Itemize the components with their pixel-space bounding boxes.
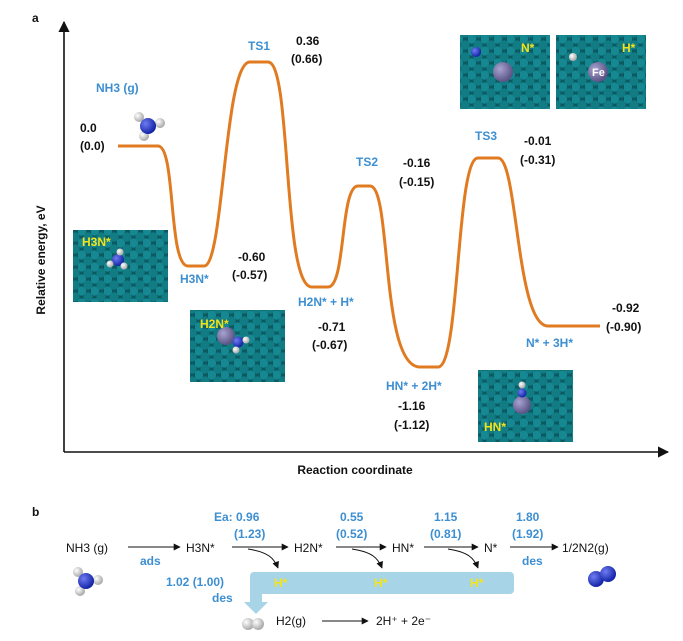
inset-label-h: H* bbox=[622, 41, 636, 55]
inset-label-h3n: H3N* bbox=[82, 235, 111, 249]
h-arrow-3 bbox=[447, 548, 479, 569]
panel-b-label: b bbox=[32, 505, 39, 519]
inset-h: H* Fe bbox=[556, 35, 646, 109]
inset-hn: HN* bbox=[478, 370, 573, 442]
energy-alt-h3n: (-0.57) bbox=[232, 268, 267, 282]
step-1-energy: Ea: 0.96 bbox=[214, 510, 260, 524]
step-4-energy-alt: (1.92) bbox=[512, 527, 543, 541]
state-name-ts2: TS2 bbox=[356, 155, 378, 169]
state-name-n: N* + 3H* bbox=[526, 336, 573, 350]
species-nh3: NH3 (g) bbox=[66, 541, 108, 555]
step-2-energy-alt: (0.52) bbox=[336, 527, 367, 541]
energy-alt-hn: (-1.12) bbox=[394, 418, 429, 432]
oxidation-products: 2H⁺ + 2e⁻ bbox=[376, 614, 431, 628]
inset-label-hn: HN* bbox=[484, 420, 506, 434]
energy-alt-nh3: (0.0) bbox=[80, 139, 105, 153]
inset-n: N* bbox=[460, 35, 550, 109]
inset-label-fe: Fe bbox=[592, 67, 605, 79]
h-arrow-1 bbox=[247, 548, 279, 569]
h-arrow-2 bbox=[351, 548, 383, 569]
inset-h3n: H3N* bbox=[73, 230, 168, 302]
band-h-label-2: H* bbox=[374, 576, 388, 590]
step-3-energy-alt: (0.81) bbox=[430, 527, 461, 541]
inset-h2n: H2N* bbox=[190, 310, 285, 382]
species-h2: H2(g) bbox=[276, 614, 306, 628]
step-1-energy-alt: (1.23) bbox=[234, 527, 265, 541]
energy-alt-ts1: (0.66) bbox=[291, 52, 322, 66]
species-hn: HN* bbox=[392, 541, 414, 555]
nh3-molecule-icon-b bbox=[73, 567, 103, 596]
energy-h3n: -0.60 bbox=[238, 250, 266, 264]
y-axis-label: Relative energy, eV bbox=[34, 205, 48, 314]
state-name-h2n: H2N* + H* bbox=[298, 295, 354, 309]
n2-molecule-icon bbox=[588, 566, 616, 587]
inset-label-h2n: H2N* bbox=[200, 317, 229, 331]
energy-hn: -1.16 bbox=[398, 399, 426, 413]
band-h-label-1: H* bbox=[274, 576, 288, 590]
h-collection-band bbox=[244, 572, 514, 614]
nh3-molecule-icon bbox=[134, 112, 165, 141]
energy-nh3: 0.0 bbox=[80, 121, 97, 135]
state-name-nh3: NH3 (g) bbox=[96, 81, 139, 95]
energy-alt-h2n: (-0.67) bbox=[312, 338, 347, 352]
state-name-hn: HN* + 2H* bbox=[386, 379, 442, 393]
species-n: N* bbox=[484, 541, 498, 555]
energy-ts1: 0.36 bbox=[296, 34, 320, 48]
inset-label-n: N* bbox=[521, 41, 535, 55]
energy-n: -0.92 bbox=[612, 301, 640, 315]
species-h2n: H2N* bbox=[294, 541, 323, 555]
energy-alt-ts2: (-0.15) bbox=[399, 175, 434, 189]
h2-des-energy: 1.02 (1.00) bbox=[166, 575, 224, 589]
panel-a-label: a bbox=[32, 11, 39, 25]
h2-des-label: des bbox=[212, 591, 233, 605]
energy-profile-curve bbox=[118, 60, 600, 369]
x-axis-label: Reaction coordinate bbox=[297, 463, 413, 477]
label-des-n2: des bbox=[522, 554, 543, 568]
species-n2: 1/2N2(g) bbox=[562, 541, 609, 555]
step-3-energy: 1.15 bbox=[434, 510, 458, 524]
state-name-ts1: TS1 bbox=[248, 39, 270, 53]
band-h-label-3: H* bbox=[470, 576, 484, 590]
label-ads: ads bbox=[140, 554, 161, 568]
energy-ts3: -0.01 bbox=[524, 134, 552, 148]
state-name-ts3: TS3 bbox=[475, 129, 497, 143]
energy-alt-n: (-0.90) bbox=[606, 320, 641, 334]
energy-ts2: -0.16 bbox=[403, 156, 431, 170]
energy-alt-ts3: (-0.31) bbox=[520, 153, 555, 167]
state-name-h3n: H3N* bbox=[180, 272, 209, 286]
step-4-energy: 1.80 bbox=[516, 510, 540, 524]
species-h3n: H3N* bbox=[186, 541, 215, 555]
step-2-energy: 0.55 bbox=[340, 510, 364, 524]
energy-h2n: -0.71 bbox=[318, 320, 346, 334]
h2-molecule-icon bbox=[242, 618, 264, 630]
